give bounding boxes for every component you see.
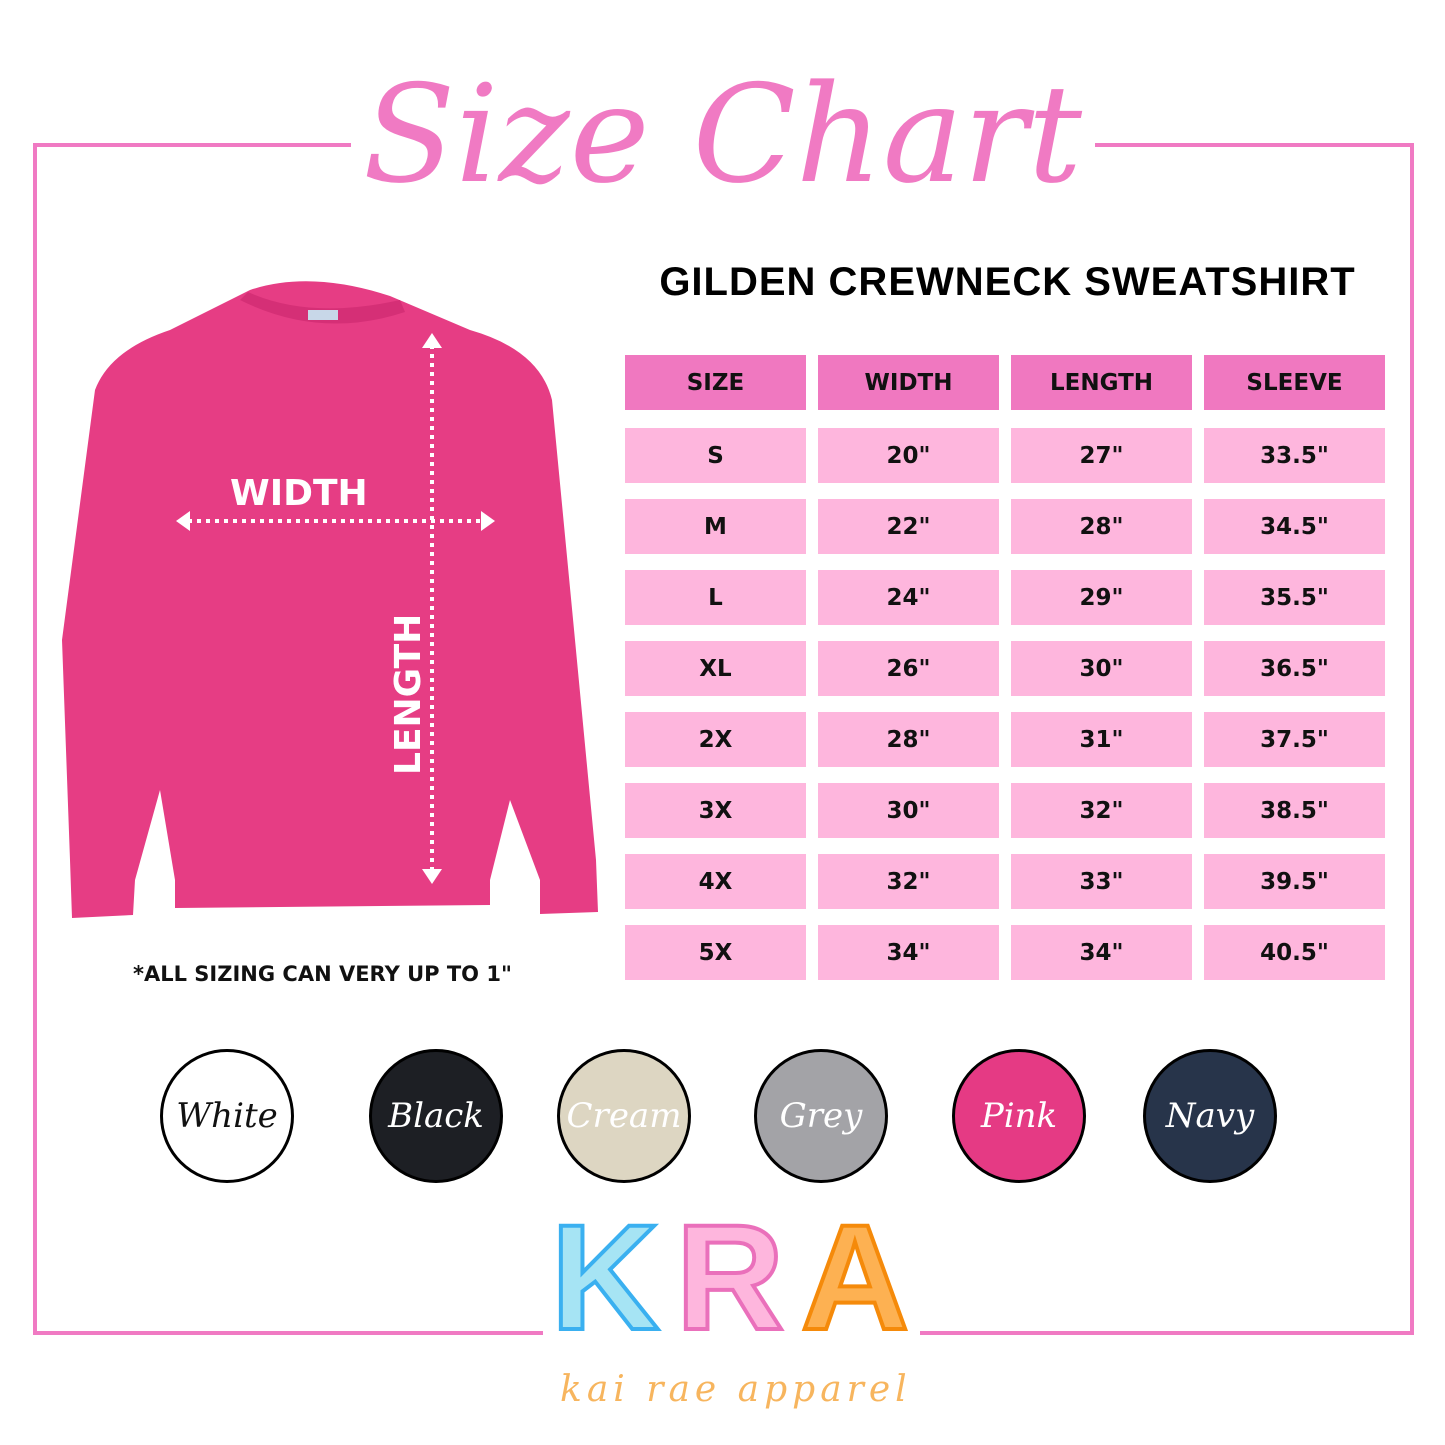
cell-size: 5X xyxy=(625,925,806,980)
page-title: Size Chart xyxy=(362,56,1083,213)
brand-logo: K R A xyxy=(545,1193,925,1361)
cell-width: 26" xyxy=(818,641,999,696)
swatch-black: Black xyxy=(369,1049,503,1183)
length-arrow-bottom-head xyxy=(422,869,442,884)
cell-size: M xyxy=(625,499,806,554)
swatch-label: Pink xyxy=(980,1096,1058,1136)
cell-sleeve: 39.5" xyxy=(1204,854,1385,909)
header-size: SIZE xyxy=(625,355,806,410)
swatch-label: Navy xyxy=(1165,1096,1255,1136)
swatch-pink: Pink xyxy=(952,1049,1086,1183)
sweatshirt-tag xyxy=(308,310,338,320)
product-subtitle: GILDEN CREWNECK SWEATSHIRT xyxy=(659,260,1356,304)
cell-size: S xyxy=(625,428,806,483)
logo-tagline: kai rae apparel xyxy=(560,1369,912,1410)
cell-width: 24" xyxy=(818,570,999,625)
cell-width: 30" xyxy=(818,783,999,838)
cell-sleeve: 35.5" xyxy=(1204,570,1385,625)
cell-width: 34" xyxy=(818,925,999,980)
width-label: WIDTH xyxy=(230,473,368,514)
cell-width: 28" xyxy=(818,712,999,767)
swatch-label: White xyxy=(176,1096,278,1136)
cell-sleeve: 34.5" xyxy=(1204,499,1385,554)
swatch-label: Grey xyxy=(779,1096,863,1136)
cell-width: 20" xyxy=(818,428,999,483)
width-arrow-right-head xyxy=(481,511,495,531)
swatch-label: Black xyxy=(388,1096,484,1136)
cell-length: 27" xyxy=(1011,428,1192,483)
swatch-navy: Navy xyxy=(1143,1049,1277,1183)
sizing-note: *ALL SIZING CAN VERY UP TO 1" xyxy=(133,962,512,986)
frame-right xyxy=(1410,143,1414,1335)
swatch-grey: Grey xyxy=(754,1049,888,1183)
header-sleeve: SLEEVE xyxy=(1204,355,1385,410)
logo-letter-r: R xyxy=(674,1193,786,1361)
cell-width: 32" xyxy=(818,854,999,909)
cell-sleeve: 33.5" xyxy=(1204,428,1385,483)
frame-top-right xyxy=(1095,143,1414,147)
length-label: LENGTH xyxy=(388,614,429,775)
cell-size: 3X xyxy=(625,783,806,838)
cell-sleeve: 40.5" xyxy=(1204,925,1385,980)
cell-size: XL xyxy=(625,641,806,696)
sweatshirt-illustration: WIDTH LENGTH xyxy=(62,281,598,919)
swatch-white: White xyxy=(160,1049,294,1183)
cell-length: 29" xyxy=(1011,570,1192,625)
cell-length: 31" xyxy=(1011,712,1192,767)
logo-letter-k: K xyxy=(549,1193,661,1361)
cell-size: 2X xyxy=(625,712,806,767)
cell-sleeve: 36.5" xyxy=(1204,641,1385,696)
cell-length: 34" xyxy=(1011,925,1192,980)
frame-top-left xyxy=(33,143,351,147)
cell-length: 30" xyxy=(1011,641,1192,696)
cell-sleeve: 38.5" xyxy=(1204,783,1385,838)
cell-width: 22" xyxy=(818,499,999,554)
cell-length: 33" xyxy=(1011,854,1192,909)
header-length: LENGTH xyxy=(1011,355,1192,410)
swatch-cream: Cream xyxy=(557,1049,691,1183)
frame-bottom-right xyxy=(920,1331,1414,1335)
frame-bottom-left xyxy=(33,1331,543,1335)
logo-letter-a: A xyxy=(799,1193,911,1361)
cell-sleeve: 37.5" xyxy=(1204,712,1385,767)
frame-left xyxy=(33,143,37,1335)
sweatshirt-collar xyxy=(240,292,405,324)
swatch-label: Cream xyxy=(566,1096,682,1136)
cell-size: 4X xyxy=(625,854,806,909)
width-arrow-left-head xyxy=(176,511,190,531)
cell-size: L xyxy=(625,570,806,625)
length-arrow-top-head xyxy=(422,333,442,348)
sweatshirt-body xyxy=(62,281,598,919)
cell-length: 28" xyxy=(1011,499,1192,554)
header-width: WIDTH xyxy=(818,355,999,410)
cell-length: 32" xyxy=(1011,783,1192,838)
